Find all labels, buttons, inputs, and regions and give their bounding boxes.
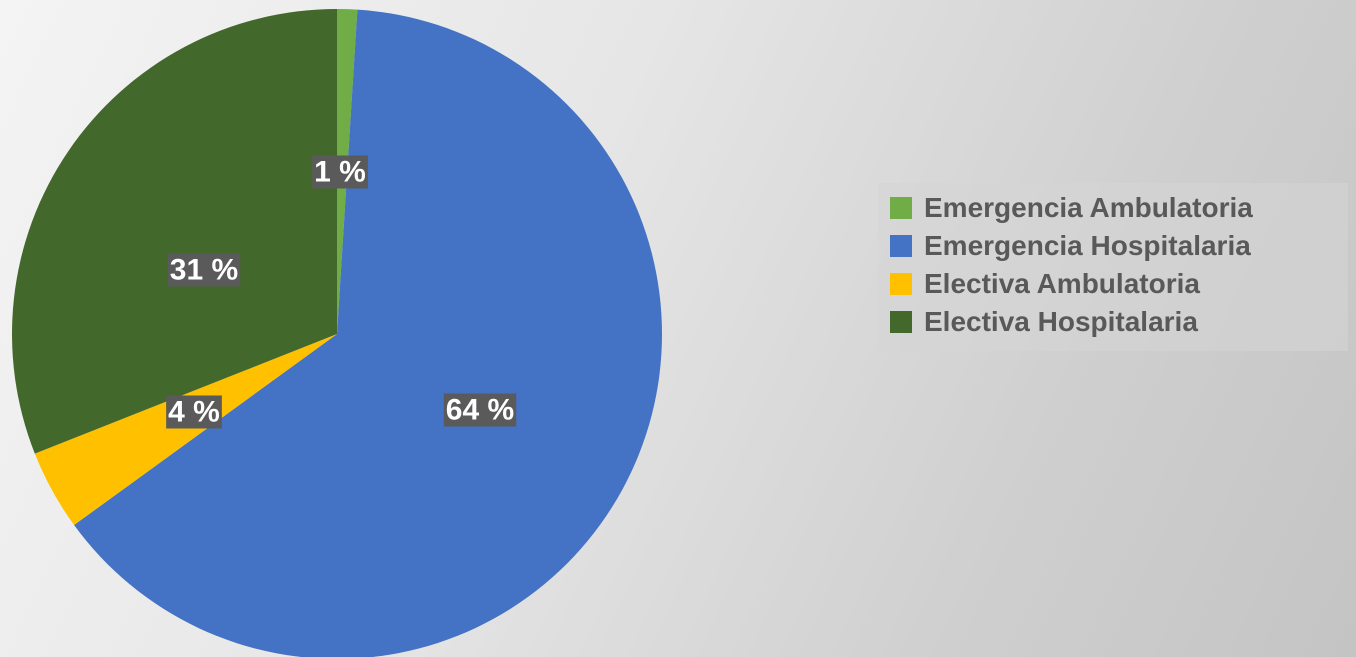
data-label: 31 %	[167, 253, 241, 287]
legend-label: Electiva Ambulatoria	[924, 268, 1200, 299]
legend-swatch	[890, 311, 912, 333]
legend-swatch	[890, 235, 912, 257]
chart-legend: Emergencia Ambulatoria Emergencia Hospit…	[878, 183, 1348, 351]
data-label-background	[443, 393, 517, 427]
legend-item-emergencia-hospitalaria: Emergencia Hospitalaria	[890, 227, 1340, 265]
pie-slice-electiva-hospitalaria	[11, 9, 338, 454]
legend-label: Emergencia Hospitalaria	[924, 230, 1251, 261]
legend-label: Emergencia Ambulatoria	[924, 192, 1253, 223]
data-label: 1 %	[312, 155, 368, 189]
data-label-text: 31 %	[170, 254, 238, 287]
legend-label: Electiva Hospitalaria	[924, 306, 1198, 337]
data-label-text: 64 %	[446, 394, 514, 427]
data-label-text: 1 %	[314, 156, 366, 189]
pie-slice-emergencia-hospitalaria	[74, 9, 662, 657]
data-label: 64 %	[443, 393, 517, 427]
data-label-background	[167, 253, 241, 287]
pie-data-labels: 1 % 64 % 4 % 31 %	[166, 155, 517, 429]
pie-slices	[11, 9, 662, 657]
data-label: 4 %	[166, 395, 222, 429]
legend-item-electiva-hospitalaria: Electiva Hospitalaria	[890, 303, 1340, 341]
pie-slice-electiva-ambulatoria	[34, 334, 338, 526]
data-label-background	[312, 155, 368, 189]
data-label-background	[166, 395, 222, 429]
data-label-text: 4 %	[168, 396, 220, 429]
legend-item-electiva-ambulatoria: Electiva Ambulatoria	[890, 265, 1340, 303]
legend-swatch	[890, 197, 912, 219]
legend-item-emergencia-ambulatoria: Emergencia Ambulatoria	[890, 189, 1340, 227]
legend-swatch	[890, 273, 912, 295]
